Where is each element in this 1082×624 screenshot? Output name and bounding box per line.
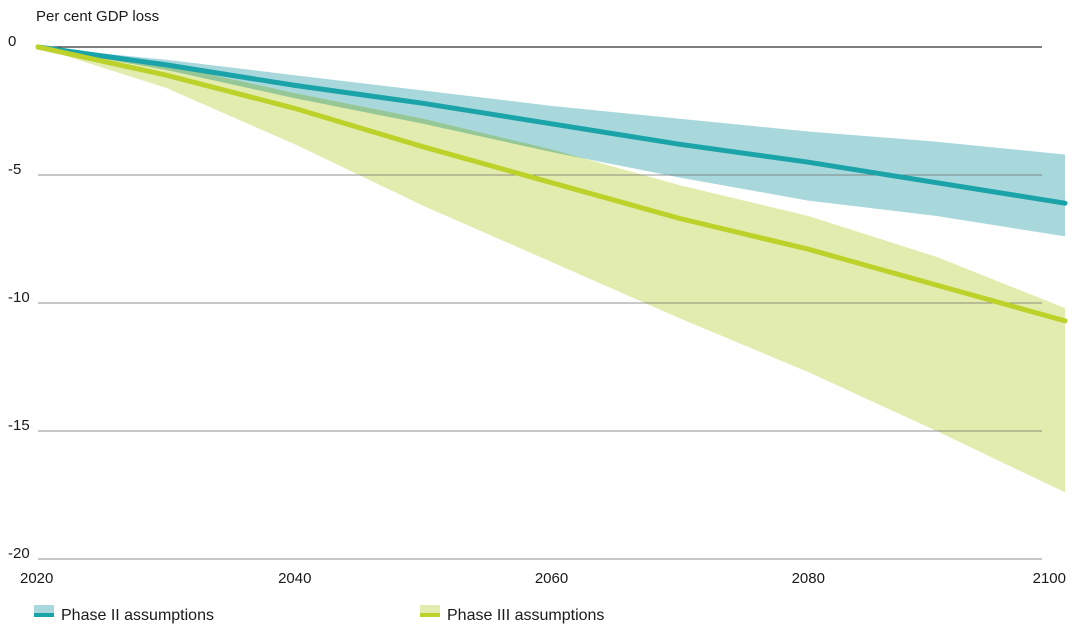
series-lines bbox=[35, 44, 1068, 324]
band-phase-3 bbox=[38, 47, 1065, 493]
legend-item-phase-2: Phase II assumptions bbox=[34, 605, 214, 624]
legend-swatch-line-phase-3 bbox=[420, 613, 440, 617]
y-tick-label: 0 bbox=[8, 33, 16, 50]
line-phase-3 bbox=[35, 44, 1068, 324]
x-tick-label: 2060 bbox=[535, 570, 568, 587]
legend-swatch-band-phase-2 bbox=[34, 605, 54, 614]
x-tick-label: 2040 bbox=[278, 570, 311, 587]
legend-label-phase-3: Phase III assumptions bbox=[447, 607, 604, 624]
uncertainty-bands bbox=[38, 47, 1065, 493]
x-tick-label: 2080 bbox=[792, 570, 825, 587]
legend-swatch-band-phase-3 bbox=[420, 605, 440, 614]
x-tick-labels: 2020 2040 2060 2080 2100 bbox=[20, 570, 1066, 587]
y-tick-label: -10 bbox=[8, 289, 30, 306]
y-tick-label: -5 bbox=[8, 161, 21, 178]
band-phase-2 bbox=[38, 47, 1065, 237]
legend-label-phase-2: Phase II assumptions bbox=[61, 607, 214, 624]
legend-swatch-line-phase-2 bbox=[34, 613, 54, 617]
y-tick-label: -15 bbox=[8, 417, 30, 434]
y-tick-labels: 0 -5 -10 -15 -20 bbox=[8, 33, 30, 562]
x-tick-label: 2100 bbox=[1033, 570, 1066, 587]
legend-item-phase-3: Phase III assumptions bbox=[420, 605, 604, 624]
x-tick-label: 2020 bbox=[20, 570, 53, 587]
line-phase-2 bbox=[35, 44, 1068, 206]
y-tick-label: -20 bbox=[8, 545, 30, 562]
legend: Phase II assumptions Phase III assumptio… bbox=[34, 605, 604, 624]
y-axis-label: Per cent GDP loss bbox=[36, 8, 159, 25]
